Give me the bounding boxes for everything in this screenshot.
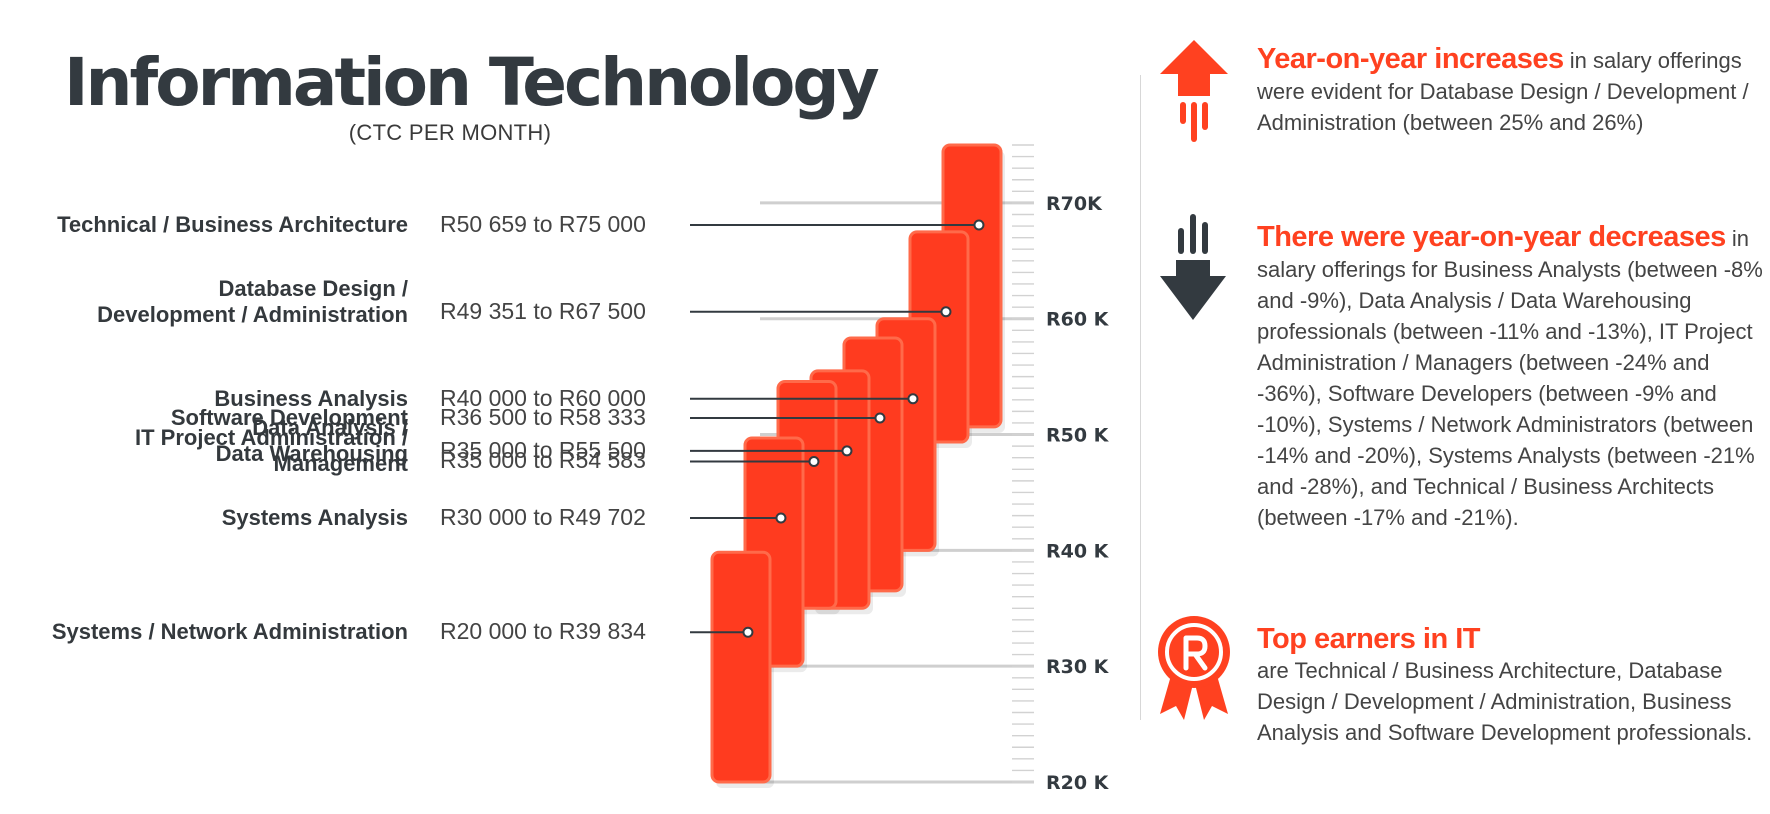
y-tick-label: R50 K (1046, 425, 1110, 447)
salary-range-label: R40 000 to R60 000 (440, 384, 646, 411)
category-label-line: Data Analysis / (252, 414, 408, 440)
chart-y-axis: R20 K R30 K R40 K R50 K R60 K R70K (1012, 144, 1110, 794)
page-title: Information Technology (64, 44, 880, 121)
leader-dot (841, 445, 853, 457)
category-label-line: Technical / Business Architecture (57, 212, 408, 237)
category-label-line: Data Warehousing (215, 440, 408, 466)
decrease-body: in salary offerings for Business Analyst… (1257, 226, 1763, 530)
leader-dot (973, 219, 985, 231)
y-tick-label: R20 K (1046, 772, 1110, 794)
category-label: Database Design / Development / Administr… (97, 276, 408, 328)
salary-range-label: R30 000 to R49 702 (440, 503, 646, 530)
decrease-note: There were year-on-year decreases in sal… (1257, 222, 1767, 533)
chart-leader-lines (690, 219, 985, 638)
category-label: Data Analysis / Data Warehousing (216, 415, 408, 467)
leader-dot (874, 412, 886, 424)
leader-dot (940, 306, 952, 318)
award-ribbon-icon (1158, 616, 1230, 720)
page-subtitle: (CTC PER MONTH) (348, 120, 552, 145)
leader-dot (742, 626, 754, 638)
y-tick-label: R70K (1046, 193, 1103, 215)
top-earners-body: are Technical / Business Architecture, D… (1257, 658, 1753, 745)
category-label-line: Business Analysis (214, 385, 408, 411)
y-tick-label: R30 K (1046, 656, 1110, 678)
salary-range-chart: R20 K R30 K R40 K R50 K R60 K R70K (690, 143, 1110, 794)
leader-dot (775, 512, 787, 524)
category-label: Technical / Business Architecture (57, 212, 408, 238)
category-label: Systems / Network Administration (52, 619, 408, 645)
arrow-up-icon (1160, 40, 1228, 142)
salary-range-label: R35 000 to R54 583 (440, 447, 646, 474)
category-label: Systems Analysis (222, 505, 408, 531)
top-earners-note: Top earners in IT are Technical / Busine… (1257, 624, 1767, 748)
salary-range-label: R20 000 to R39 834 (440, 618, 646, 645)
category-label-line: Software Development (170, 405, 408, 431)
category-label: Software Development (171, 405, 408, 431)
leader-dot (907, 393, 919, 405)
salary-range-label: R36 500 to R58 333 (440, 404, 646, 431)
increase-note: Year-on-year increases in salary offerin… (1257, 44, 1767, 138)
increase-headline: Year-on-year increases (1257, 43, 1564, 75)
category-label-line: Management (273, 451, 408, 477)
category-label-line: Systems Analysis (221, 504, 408, 530)
category-label-line: Development / Administration (97, 301, 408, 327)
y-tick-label: R40 K (1046, 540, 1110, 562)
salary-range-label: R49 351 to R67 500 (440, 297, 646, 324)
category-label: IT Project Administration / Management (135, 425, 408, 477)
top-earners-headline: Top earners in IT (1257, 623, 1481, 655)
y-tick-label: R60 K (1046, 309, 1110, 331)
leader-dot (808, 455, 820, 467)
category-label-line: Database Design / (218, 275, 408, 301)
increase-body: in salary offerings were evident for Dat… (1257, 48, 1749, 135)
chart-bars (710, 143, 1005, 788)
salary-range-label: R35 000 to R55 500 (440, 436, 646, 463)
section-divider (1140, 75, 1141, 720)
category-label: Business Analysis (214, 386, 408, 412)
category-label-line: IT Project Administration / (135, 425, 408, 451)
salary-range-label: R50 659 to R75 000 (440, 211, 646, 237)
range-bar (710, 550, 772, 784)
arrow-down-icon (1160, 214, 1226, 320)
category-label-line: Systems / Network Administration (51, 619, 408, 645)
decrease-headline: There were year-on-year decreases (1257, 221, 1726, 253)
